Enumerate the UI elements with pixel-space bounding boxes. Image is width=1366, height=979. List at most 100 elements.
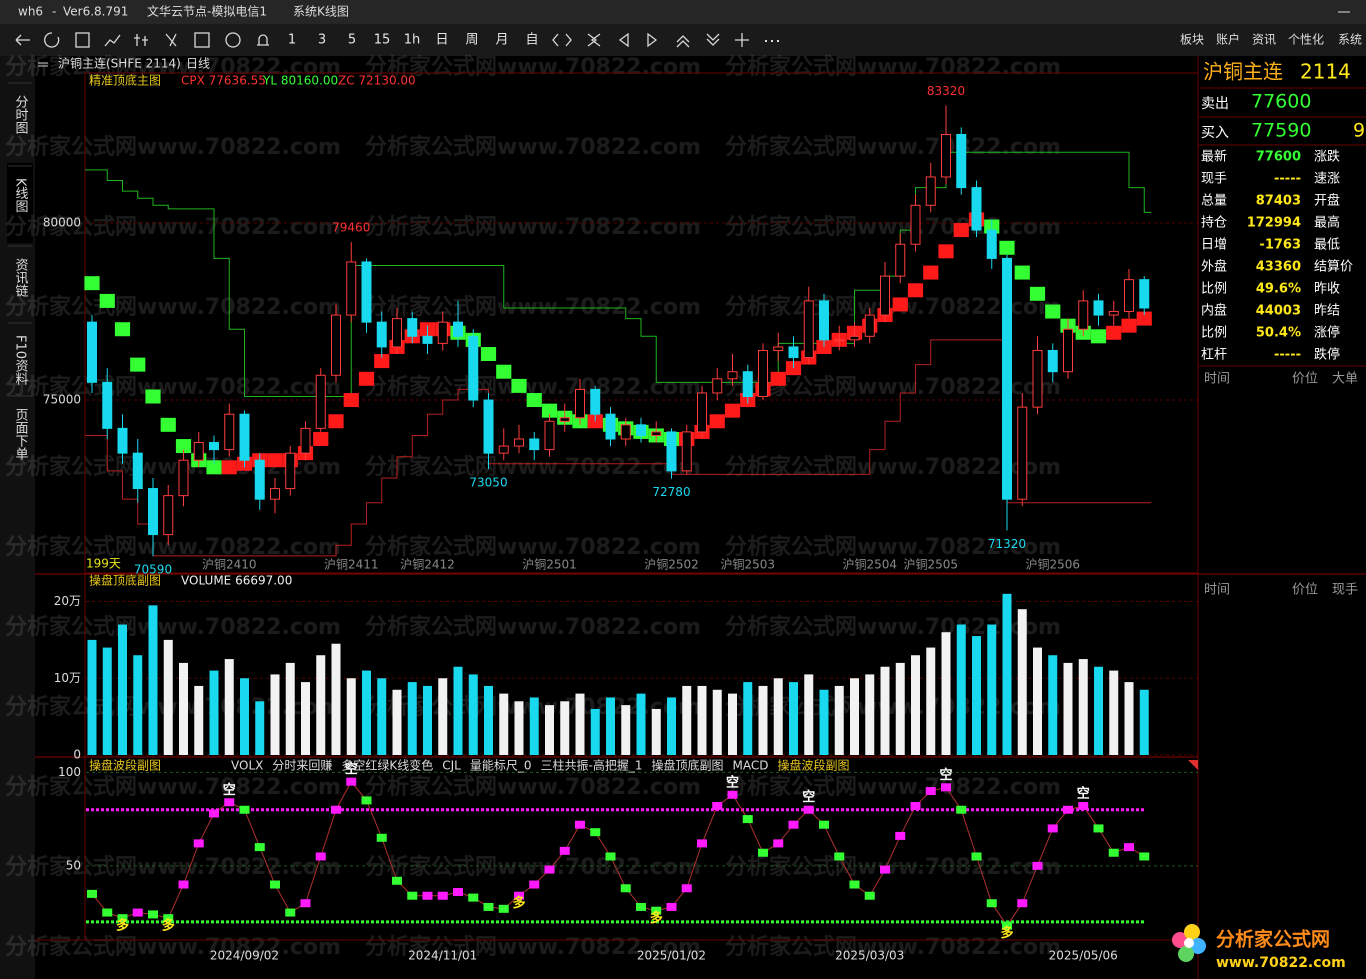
candle-body	[1078, 300, 1089, 330]
candle-body	[895, 243, 906, 277]
zoom-icon[interactable]	[552, 33, 572, 47]
draw-icon[interactable]	[165, 33, 177, 47]
period-button[interactable]: 5	[348, 33, 356, 48]
up-icon[interactable]	[676, 35, 690, 48]
kline-icon[interactable]	[134, 34, 148, 46]
candle-body	[544, 420, 555, 451]
shrink-icon[interactable]	[587, 33, 601, 47]
line-icon[interactable]	[104, 34, 121, 47]
volume-bar	[423, 685, 432, 755]
toolbar-icons	[15, 32, 779, 48]
period[interactable]: 日线	[186, 57, 210, 71]
volume-bar	[834, 685, 844, 755]
separator: -	[52, 5, 56, 19]
volume-bar	[194, 685, 204, 755]
menu-item[interactable]: 资讯	[1252, 33, 1276, 47]
indicator-tab[interactable]: MACD	[732, 759, 768, 773]
period-button[interactable]: 自	[525, 33, 538, 48]
oscillator-block	[529, 880, 540, 889]
volume-bar	[743, 682, 753, 755]
alarm-icon[interactable]	[257, 34, 269, 46]
side-tab[interactable]: 资讯链	[13, 258, 29, 298]
period-button[interactable]: 3	[318, 33, 326, 48]
candle-body	[925, 176, 936, 206]
menu-item[interactable]: 系统	[1338, 33, 1362, 47]
indicator-tab[interactable]: CJL	[442, 759, 461, 773]
side-tab[interactable]: 分时图	[13, 95, 29, 134]
sub-indicator[interactable]: 操盘顶底副图	[89, 573, 161, 588]
right-icon[interactable]	[647, 32, 658, 48]
trend-ribbon	[724, 403, 741, 418]
period-button[interactable]: 15	[374, 33, 391, 48]
oscillator-block	[331, 805, 341, 814]
oscillator-block	[956, 805, 967, 814]
indicator-tab[interactable]: 多空红绿K线变色	[341, 758, 433, 773]
contract-label: 沪铜2411	[324, 557, 379, 572]
quote-value: -----	[1274, 172, 1301, 187]
y-tick-label: 80000	[43, 216, 81, 230]
menu-item[interactable]: 账户	[1216, 32, 1240, 47]
oscillator-block	[788, 820, 799, 829]
back-icon[interactable]	[15, 34, 30, 46]
side-tab[interactable]: 页面下单	[13, 408, 29, 460]
candle-body	[712, 378, 723, 394]
candle-body	[407, 318, 418, 337]
x-tick-label: 2025/05/06	[1049, 949, 1118, 963]
oscillator-block	[270, 880, 280, 889]
volume-bar	[758, 685, 768, 755]
candle-body	[331, 314, 341, 376]
sub-indicator[interactable]: 操盘波段副图	[89, 758, 161, 773]
volume-bar	[209, 670, 219, 755]
trend-ribbon	[84, 276, 100, 291]
quote-value: 77600	[1256, 150, 1301, 165]
list-icon[interactable]	[75, 32, 90, 48]
cloud-icon[interactable]	[225, 32, 241, 48]
period-button[interactable]: 1h	[404, 33, 421, 48]
indicator-tab[interactable]: 三柱共振-高把握_1	[541, 758, 643, 773]
trades-header: 价位	[1292, 583, 1318, 598]
indicator-tab[interactable]: VOLX	[231, 759, 263, 773]
volume-bar	[773, 678, 783, 755]
candle-body	[1002, 257, 1012, 500]
menu-item[interactable]: 板块	[1180, 33, 1204, 47]
main-indicator[interactable]: 精准顶底主图	[89, 73, 161, 88]
indicator-tab[interactable]: 操盘顶底副图	[651, 758, 723, 773]
volume-bar	[453, 666, 463, 755]
quote-value: 49.6%	[1256, 282, 1301, 297]
logo-center	[1184, 938, 1194, 948]
volume-bar	[819, 689, 829, 755]
cross-icon[interactable]	[735, 33, 749, 47]
oscillator-block	[163, 914, 174, 923]
logo-petal	[1178, 946, 1194, 962]
period-button[interactable]: 日	[435, 33, 448, 48]
side-tab[interactable]: F10资料	[13, 335, 29, 385]
watermark: 分析家公式网www.70822.com	[725, 54, 1061, 80]
period-button[interactable]: 周	[465, 33, 478, 48]
oscillator-block	[102, 908, 113, 917]
panel-icon[interactable]	[194, 32, 210, 48]
volume-bar	[728, 693, 737, 755]
indicator-tab[interactable]: 操盘波段副图	[777, 758, 849, 773]
trend-ribbon	[496, 364, 512, 379]
period-button[interactable]: 1	[288, 33, 296, 48]
indicator-tab[interactable]: 分时来回赚	[272, 758, 332, 773]
period-button[interactable]: 月	[495, 33, 508, 48]
candle-body	[453, 321, 463, 337]
menu-item[interactable]: 个性化	[1288, 33, 1324, 47]
side-tab[interactable]: K线图	[13, 178, 29, 213]
candle-body	[1017, 406, 1028, 500]
trend-ribbon	[953, 223, 969, 238]
refresh-icon[interactable]	[44, 32, 60, 48]
left-icon[interactable]	[618, 32, 629, 48]
upper-band	[85, 151, 1152, 398]
node[interactable]: 文华云节点-模拟电信1	[147, 4, 267, 19]
candle-body	[1032, 349, 1043, 408]
watermark: 分析家公式网www.70822.com	[5, 694, 341, 720]
down-icon[interactable]	[706, 33, 720, 46]
candle-body	[864, 314, 875, 337]
indicator-tab[interactable]: 量能标尺_0	[470, 759, 532, 773]
quote-label: 最新	[1201, 149, 1227, 165]
quote-label: 内盘	[1201, 303, 1227, 319]
oscillator-block	[681, 884, 692, 893]
trend-ribbon	[1106, 325, 1122, 340]
